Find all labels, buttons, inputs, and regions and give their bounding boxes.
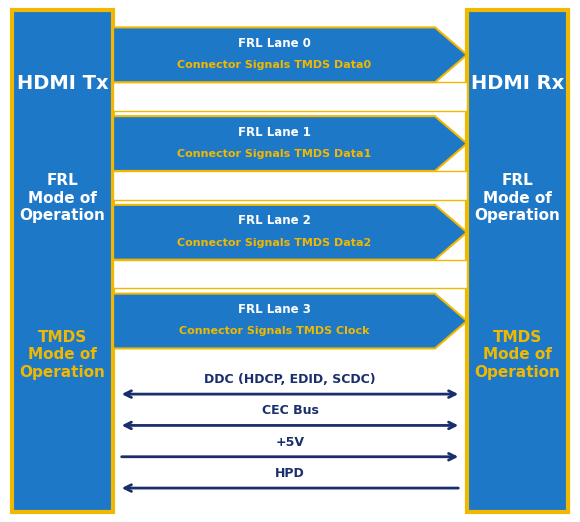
Text: HPD: HPD bbox=[275, 467, 305, 480]
Bar bbox=[113, 349, 467, 509]
Bar bbox=[113, 260, 467, 288]
Text: HDMI Tx: HDMI Tx bbox=[17, 74, 108, 93]
FancyBboxPatch shape bbox=[12, 10, 113, 512]
Text: Connector Signals TMDS Clock: Connector Signals TMDS Clock bbox=[179, 326, 369, 337]
Bar bbox=[113, 28, 467, 377]
Text: CEC Bus: CEC Bus bbox=[262, 405, 318, 417]
Text: FRL
Mode of
Operation: FRL Mode of Operation bbox=[19, 173, 106, 223]
Text: FRL
Mode of
Operation: FRL Mode of Operation bbox=[474, 173, 561, 223]
Bar bbox=[113, 82, 467, 111]
Polygon shape bbox=[113, 116, 467, 171]
Text: TMDS
Mode of
Operation: TMDS Mode of Operation bbox=[19, 330, 106, 380]
Text: TMDS
Mode of
Operation: TMDS Mode of Operation bbox=[474, 330, 561, 380]
Text: Connector Signals TMDS Data1: Connector Signals TMDS Data1 bbox=[177, 149, 371, 159]
Polygon shape bbox=[113, 293, 467, 349]
Text: HDMI Rx: HDMI Rx bbox=[471, 74, 564, 93]
Text: FRL Lane 0: FRL Lane 0 bbox=[238, 37, 310, 50]
Text: Connector Signals TMDS Data2: Connector Signals TMDS Data2 bbox=[177, 238, 371, 248]
Polygon shape bbox=[113, 27, 467, 82]
Text: FRL Lane 3: FRL Lane 3 bbox=[238, 303, 310, 316]
Text: DDC (HDCP, EDID, SCDC): DDC (HDCP, EDID, SCDC) bbox=[204, 373, 376, 386]
Text: Connector Signals TMDS Data0: Connector Signals TMDS Data0 bbox=[177, 60, 371, 70]
Text: FRL Lane 2: FRL Lane 2 bbox=[238, 215, 310, 227]
Polygon shape bbox=[113, 205, 467, 260]
FancyBboxPatch shape bbox=[467, 10, 568, 512]
Bar bbox=[113, 171, 467, 200]
Text: +5V: +5V bbox=[276, 436, 304, 448]
Text: FRL Lane 1: FRL Lane 1 bbox=[238, 126, 310, 138]
